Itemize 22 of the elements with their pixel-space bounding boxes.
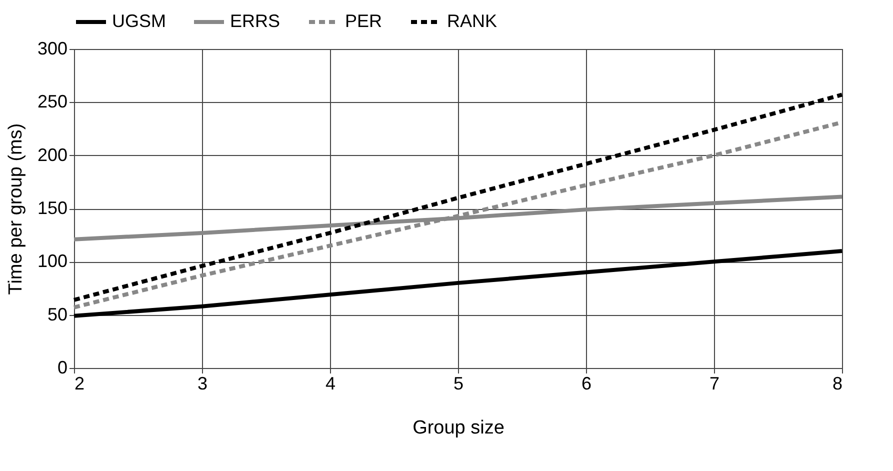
y-tick-label: 50 (47, 304, 68, 324)
x-tick-label: 6 (581, 374, 592, 394)
x-tick-label: 7 (709, 374, 720, 394)
y-tick-label: 150 (37, 198, 68, 218)
legend-label: UGSM (112, 11, 166, 31)
y-tick-label: 0 (57, 358, 68, 378)
x-tick-label: 5 (453, 374, 464, 394)
legend-label: PER (345, 11, 382, 31)
y-axis-title: Time per group (ms) (5, 123, 26, 295)
x-tick-label: 3 (197, 374, 208, 394)
legend-label: RANK (447, 11, 498, 31)
y-tick-label: 300 (37, 38, 68, 58)
x-axis-title: Group size (412, 418, 504, 438)
line-series (72, 249, 844, 318)
x-tick-label: 2 (74, 374, 85, 394)
x-tick-label: 8 (832, 374, 842, 394)
legend-label: ERRS (230, 11, 280, 31)
y-tick-label: 250 (37, 92, 68, 112)
y-tick-label: 100 (37, 251, 68, 272)
line-series (72, 92, 844, 302)
x-tick-label: 4 (325, 374, 336, 394)
y-tick-label: 200 (37, 144, 68, 165)
